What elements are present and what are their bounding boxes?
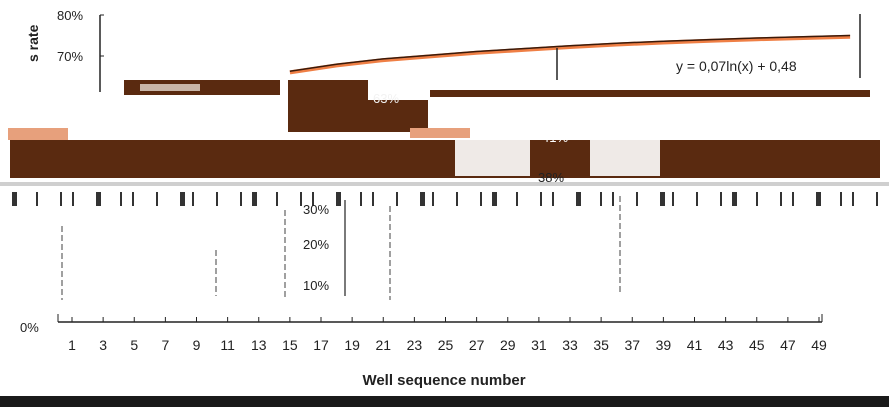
y-tick-label-70: 70%: [57, 49, 83, 64]
band-fragment: [732, 192, 737, 206]
percent-label-63: 63%: [373, 91, 399, 106]
x-tick-label: 9: [193, 337, 201, 353]
band-fragment: [372, 192, 374, 206]
y-tick-label-30: 30%: [303, 202, 329, 217]
x-tick-label: 21: [375, 337, 391, 353]
band-block: [368, 100, 428, 132]
x-tick-label: 27: [469, 337, 485, 353]
band-fragment: [780, 192, 782, 206]
band-fragment: [600, 192, 602, 206]
band-stripe-light: [8, 128, 68, 140]
x-tick-label: 29: [500, 337, 516, 353]
x-tick-label: 5: [130, 337, 138, 353]
band-stripe-light: [410, 128, 470, 138]
band-fragment: [432, 192, 434, 206]
band-fragment: [300, 192, 302, 206]
band-fragment: [696, 192, 698, 206]
band-fragment: [36, 192, 38, 206]
band-fragment: [612, 192, 614, 206]
x-tick-label: 41: [687, 337, 703, 353]
y-tick-label-10: 10%: [303, 278, 329, 293]
band-fragment: [852, 192, 854, 206]
x-tick-label: 1: [68, 337, 76, 353]
x-tick-label: 25: [438, 337, 454, 353]
series-line-2: [289, 34, 851, 72]
percent-label-38: 38%: [538, 170, 564, 185]
band-fragment: [672, 192, 674, 206]
band-fragment: [132, 192, 134, 206]
band-fragment: [792, 192, 794, 206]
band-fragment: [636, 192, 638, 206]
band-fragment: [492, 192, 497, 206]
x-tick-label: 45: [749, 337, 765, 353]
y-tick-label-0: 0%: [20, 320, 39, 335]
x-tick-label: 3: [99, 337, 107, 353]
band-fragment: [252, 192, 257, 206]
band-stripe: [430, 90, 870, 97]
band-fragment: [96, 192, 101, 206]
bottom-border: [0, 396, 889, 407]
band-fragment: [456, 192, 458, 206]
band-fragment: [420, 192, 425, 206]
band-fragment: [756, 192, 758, 206]
y-axis-label: s rate: [25, 24, 41, 62]
x-tick-label: 17: [313, 337, 329, 353]
y-tick-label-20: 20%: [303, 237, 329, 252]
x-tick-label: 39: [656, 337, 672, 353]
band-fragment: [576, 192, 581, 206]
band-fragment: [156, 192, 158, 206]
x-tick-label: 15: [282, 337, 298, 353]
x-tick-label: 33: [562, 337, 578, 353]
series-line-1: [289, 34, 851, 75]
x-tick-label: 47: [780, 337, 796, 353]
x-tick-label: 49: [811, 337, 827, 353]
band-label-fragment: [140, 84, 200, 91]
x-tick-label: 37: [624, 337, 640, 353]
band-fragment: [816, 192, 821, 206]
band-fragment: [336, 192, 341, 206]
band-label-box: [124, 80, 280, 95]
band-fragment: [660, 192, 665, 206]
x-tick-label: 31: [531, 337, 547, 353]
x-tick-label: 19: [344, 337, 360, 353]
band-fragment: [72, 192, 74, 206]
trendline-equation: y = 0,07ln(x) + 0,48: [676, 58, 797, 74]
band-fragment: [276, 192, 278, 206]
band-fragment: [216, 192, 218, 206]
band-fragment: [540, 192, 542, 206]
band-fragment: [396, 192, 398, 206]
x-tick-label: 13: [251, 337, 267, 353]
band-block: [530, 140, 590, 176]
band-fragment: [720, 192, 722, 206]
x-tick-label: 23: [407, 337, 423, 353]
band-fragment: [120, 192, 122, 206]
band-fragment: [480, 192, 482, 206]
band-fragment: [192, 192, 194, 206]
percent-label-41: 41%: [542, 130, 568, 145]
x-tick-label: 11: [220, 337, 235, 353]
x-tick-label: 43: [718, 337, 734, 353]
band-fragment: [840, 192, 842, 206]
band-block: [288, 80, 368, 132]
band-fragment: [360, 192, 362, 206]
band-fragment: [60, 192, 62, 206]
band-fragment: [180, 192, 185, 206]
band-main: [10, 140, 880, 178]
x-tick-label: 35: [593, 337, 609, 353]
x-axis-label: Well sequence number: [362, 372, 525, 389]
y-tick-label-80: 80%: [57, 8, 83, 23]
band-fragment: [876, 192, 878, 206]
band-fragment: [12, 192, 17, 206]
band-fragment: [552, 192, 554, 206]
band-fragment: [312, 192, 314, 206]
band-separator: [0, 182, 889, 186]
band-fragment: [516, 192, 518, 206]
x-tick-label: 7: [161, 337, 169, 353]
band-fragment: [240, 192, 242, 206]
